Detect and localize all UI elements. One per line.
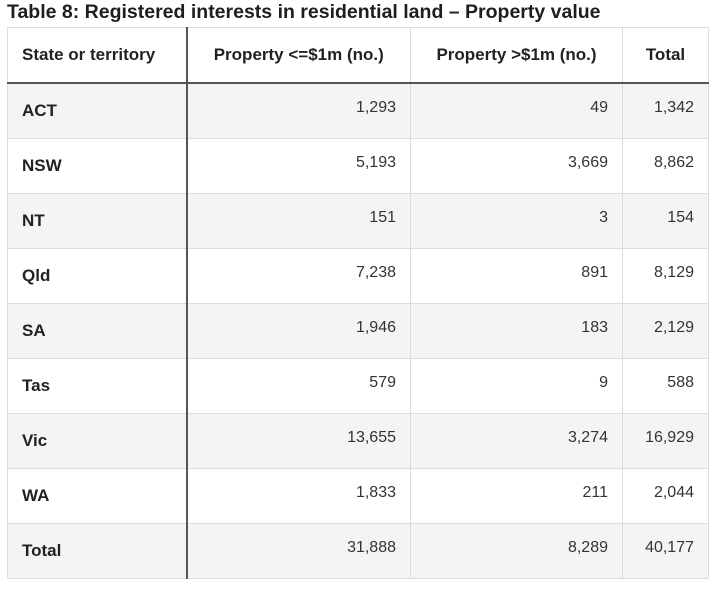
table-row: Qld 7,238 891 8,129 — [7, 247, 709, 304]
table-cell: 151 — [186, 192, 411, 249]
table-row: NT 151 3 154 — [7, 192, 709, 249]
table-cell: 31,888 — [186, 522, 411, 579]
column-header: Property >$1m (no.) — [410, 27, 623, 84]
data-table: State or territory Property <=$1m (no.) Pr… — [7, 27, 709, 579]
table-cell: 2,129 — [622, 302, 709, 359]
table-row: WA 1,833 211 2,044 — [7, 467, 709, 524]
table-cell: 579 — [186, 357, 411, 414]
row-label: Qld — [7, 247, 188, 304]
row-label: NSW — [7, 137, 188, 194]
table-cell: 7,238 — [186, 247, 411, 304]
table-cell: 2,044 — [622, 467, 709, 524]
row-label: Vic — [7, 412, 188, 469]
table-cell: 3 — [410, 192, 623, 249]
row-label: WA — [7, 467, 188, 524]
row-label: Total — [7, 522, 188, 579]
row-label: SA — [7, 302, 188, 359]
table-cell: 8,129 — [622, 247, 709, 304]
table-title: Table 8: Registered interests in residen… — [7, 1, 601, 23]
row-label: NT — [7, 192, 188, 249]
column-header: State or territory — [7, 27, 188, 84]
table-cell: 1,833 — [186, 467, 411, 524]
table-row: Tas 579 9 588 — [7, 357, 709, 414]
table-cell: 1,293 — [186, 82, 411, 139]
table-header: State or territory Property <=$1m (no.) Pr… — [7, 27, 709, 84]
table-cell: 49 — [410, 82, 623, 139]
table-cell: 183 — [410, 302, 623, 359]
table-cell: 5,193 — [186, 137, 411, 194]
table-row: Vic 13,655 3,274 16,929 — [7, 412, 709, 469]
table-row: SA 1,946 183 2,129 — [7, 302, 709, 359]
table-row: ACT 1,293 49 1,342 — [7, 82, 709, 139]
table-row: Total 31,888 8,289 40,177 — [7, 522, 709, 579]
table-cell: 3,274 — [410, 412, 623, 469]
table-cell: 154 — [622, 192, 709, 249]
table-cell: 16,929 — [622, 412, 709, 469]
row-label: Tas — [7, 357, 188, 414]
column-header: Property <=$1m (no.) — [186, 27, 411, 84]
table-cell: 40,177 — [622, 522, 709, 579]
header-row: State or territory Property <=$1m (no.) Pr… — [7, 27, 709, 84]
table-body: ACT 1,293 49 1,342 NSW 5,193 3,669 8,862 NT 151 3 1… — [7, 82, 709, 579]
table-cell: 9 — [410, 357, 623, 414]
table-cell: 1,946 — [186, 302, 411, 359]
table-cell: 8,862 — [622, 137, 709, 194]
column-header: Total — [622, 27, 709, 84]
table-cell: 588 — [622, 357, 709, 414]
table-cell: 3,669 — [410, 137, 623, 194]
table-cell: 1,342 — [622, 82, 709, 139]
table-row: NSW 5,193 3,669 8,862 — [7, 137, 709, 194]
table-cell: 13,655 — [186, 412, 411, 469]
table-cell: 891 — [410, 247, 623, 304]
table-cell: 211 — [410, 467, 623, 524]
row-label: ACT — [7, 82, 188, 139]
table-cell: 8,289 — [410, 522, 623, 579]
